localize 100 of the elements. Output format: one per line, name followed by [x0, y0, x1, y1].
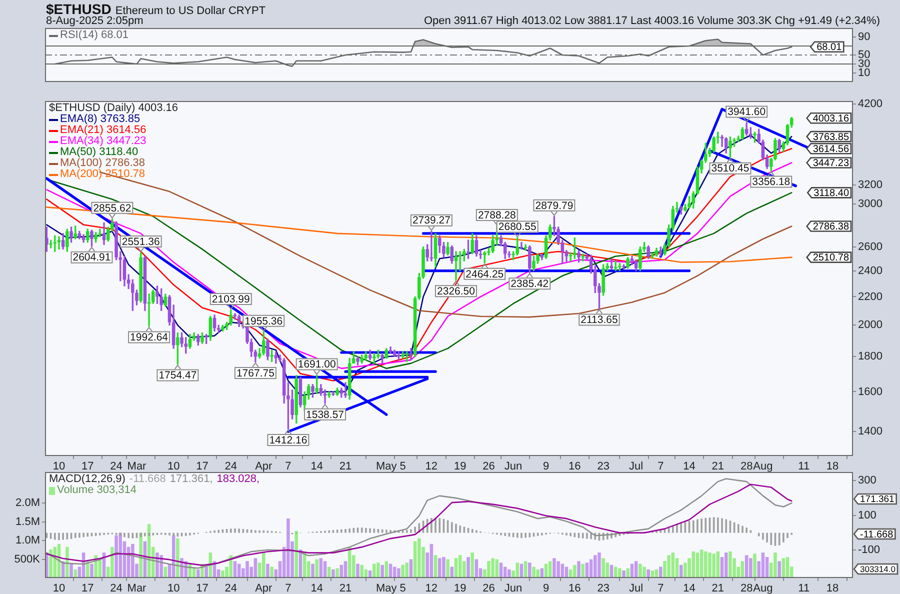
y-tick-label: 1800: [858, 350, 882, 363]
x-tick-label: Apr: [255, 582, 273, 594]
x-tick-label: 24: [110, 582, 122, 594]
x-tick-label: 19: [454, 582, 466, 594]
y-tick-label: 1400: [858, 426, 882, 438]
annotation: 2385.42: [510, 278, 549, 290]
x-tick-label: 14: [310, 460, 323, 473]
x-tick-label: Aug: [753, 582, 773, 594]
text: 8-Aug-2025 2:05pm: [46, 15, 144, 27]
annotation: 1412.16: [269, 434, 308, 446]
x-tick-label: 10: [167, 582, 180, 594]
y-tick-label: 90: [858, 31, 870, 44]
annotation: 2680.55: [498, 221, 537, 234]
x-tick-label: 7: [658, 582, 664, 594]
x-tick-label: Jul: [629, 460, 644, 473]
annotation: 2510.78: [812, 252, 850, 264]
y-tick-label: 2400: [858, 264, 882, 277]
annotation: 2786.38: [812, 222, 850, 232]
legend-label: EMA(34) 3447.23: [60, 135, 146, 147]
x-tick-label: 16: [568, 460, 581, 473]
x-tick-label: 28: [740, 582, 753, 594]
x-tick-label: 28: [740, 460, 753, 473]
text: 171.361,: [170, 473, 213, 485]
annotation: 3118.40: [814, 188, 850, 199]
x-tick-label: 26: [482, 582, 495, 594]
annotation: 3356.18: [752, 176, 790, 188]
x-tick-label: 14: [310, 582, 323, 594]
legend-label: Volume 303,314: [57, 484, 137, 496]
x-tick-label: 17: [82, 460, 94, 473]
text: -11.668: [129, 473, 166, 485]
annotation: 3614.56: [812, 144, 850, 155]
chart-title: $ETHUSD: [46, 1, 112, 17]
x-tick-label: 9: [542, 460, 550, 473]
annotation: 3447.23: [812, 158, 850, 170]
x-tick-label: May: [376, 460, 398, 473]
legend-label: MA(100) 2786.38: [60, 157, 145, 169]
annotation: 1992.64: [130, 332, 168, 344]
annotation: 3763.85: [812, 132, 850, 143]
x-tick-label: Apr: [255, 460, 273, 473]
y-tick-label: 1600: [858, 386, 882, 398]
y-tick-label: 2000: [858, 319, 882, 332]
y-tick-label: 500K: [14, 553, 41, 566]
legend-label: RSI(14) 68.01: [60, 29, 128, 41]
x-tick-label: 10: [52, 582, 66, 594]
annotation: 1955.36: [244, 315, 283, 328]
x-tick-label: 23: [597, 460, 610, 473]
text: 171.361: [860, 494, 894, 506]
x-tick-label: 7: [285, 460, 292, 473]
x-tick-label: Jun: [504, 582, 522, 594]
x-tick-label: 16: [568, 582, 581, 594]
annotation: 2551.36: [122, 236, 160, 248]
x-tick-label: 12: [425, 460, 438, 473]
x-tick-label: 11: [798, 582, 810, 594]
x-tick-label: 18: [826, 460, 839, 473]
x-tick-label: 17: [82, 582, 94, 594]
annotation: 2788.28: [478, 209, 516, 222]
x-tick-label: 17: [196, 460, 208, 473]
annotation: 1767.75: [236, 367, 275, 380]
x-tick-label: 19: [454, 460, 466, 473]
annotation: 2113.65: [580, 314, 618, 326]
text: Open 3911.67 High 4013.02 Low 3881.17 Last 4003.16 Volume 303.3K Chg +91.49 (+2.34%): [424, 15, 880, 27]
x-tick-label: 26: [482, 460, 495, 473]
annotation: 1754.47: [158, 370, 197, 382]
annotation: 2879.79: [535, 200, 574, 212]
annotation: 2739.27: [412, 214, 451, 227]
y2-tick-label: 300: [858, 474, 876, 487]
chart-subtitle: Ethereum to US Dollar CRYPT: [115, 5, 266, 17]
y-tick-label: 1.0M: [16, 534, 40, 547]
x-tick-label: 10: [167, 460, 180, 473]
legend-label: EMA(8) 3763.85: [60, 113, 140, 125]
annotation: 3941.60: [728, 106, 766, 118]
y-tick-label: 2600: [858, 240, 882, 253]
y-tick-label: 2200: [858, 290, 882, 303]
annotation: 2464.25: [466, 268, 504, 280]
x-tick-label: 17: [196, 582, 208, 594]
x-tick-label: 24: [224, 460, 238, 473]
x-tick-label: 5: [400, 460, 406, 473]
x-tick-label: 10: [52, 460, 66, 473]
legend-label: MA(50) 3118.40: [60, 146, 138, 158]
x-tick-label: 9: [542, 582, 550, 594]
legend-title: MACD(12,26,9): [49, 473, 126, 485]
x-tick-label: 7: [658, 460, 664, 473]
y-tick-label: 3000: [858, 198, 882, 210]
annotation: 1538.57: [306, 408, 344, 421]
x-tick-label: 21: [712, 460, 724, 473]
y-tick-label: 4200: [858, 98, 882, 110]
y2-tick-label: 100: [858, 509, 876, 522]
x-tick-label: 21: [339, 460, 352, 473]
x-tick-label: 11: [798, 460, 810, 473]
annotation: 2103.99: [212, 293, 250, 306]
annotation: 3510.45: [711, 162, 750, 175]
y-tick-label: 3200: [858, 178, 882, 191]
y-tick-label: 10: [858, 67, 870, 80]
x-tick-label: Mar: [127, 582, 147, 594]
x-tick-label: 18: [826, 582, 839, 594]
legend-label: MA(200) 2510.78: [60, 168, 145, 180]
x-tick-label: Mar: [127, 460, 147, 473]
y2-tick-label: -100: [858, 544, 880, 556]
x-tick-label: 21: [712, 582, 724, 594]
text: 303314.0: [860, 564, 896, 574]
